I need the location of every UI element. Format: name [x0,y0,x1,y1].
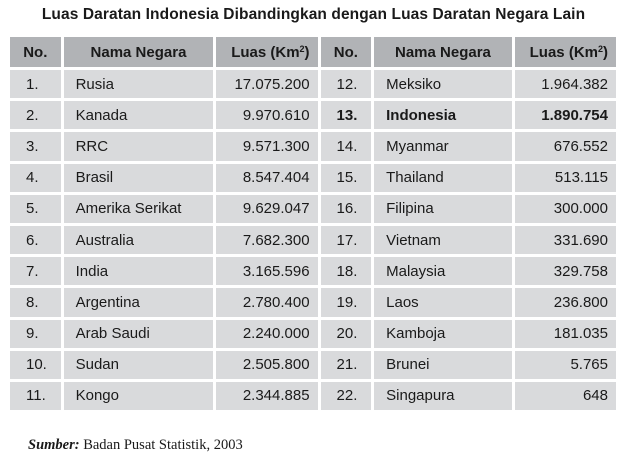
cell-no: 16. [320,194,372,223]
table-row: 8. Argentina 2.780.400 19. Laos 236.800 [10,288,616,317]
cell-country-name: Amerika Serikat [63,194,214,223]
table-row: 4. Brasil 8.547.404 15. Thailand 513.115 [10,163,616,192]
cell-area: 181.035 [514,319,616,348]
cell-country-name: Singapura [374,381,512,411]
cell-country-name: Kanada [63,101,214,130]
cell-area: 648 [514,381,616,411]
cell-area: 676.552 [514,132,616,161]
cell-no: 17. [320,225,372,255]
header-area-superscript: 2 [597,43,603,54]
header-area-label: Luas (Km [231,43,300,61]
cell-area: 329.758 [514,257,616,286]
cell-country-name: RRC [63,132,214,161]
cell-country-name: Myanmar [374,132,512,161]
cell-country-name: Laos [374,288,512,317]
table-body: 1. Rusia 17.075.200 12. Meksiko 1.964.382 2. Ka… [10,70,616,411]
cell-country-name: India [63,257,214,286]
header-name-right: Nama Negara [374,37,512,67]
table-row: 1. Rusia 17.075.200 12. Meksiko 1.964.382 [10,70,616,99]
cell-no: 6. [10,225,61,255]
header-name-left: Nama Negara [63,37,214,67]
header-row: No. Nama Negara Luas (Km2) No. Nama Nega… [10,37,616,67]
cell-no: 18. [320,257,372,286]
cell-no: 20. [320,319,372,348]
cell-area: 2.780.400 [216,288,318,317]
cell-area: 2.240.000 [216,319,318,348]
cell-no: 9. [10,319,61,348]
cell-area: 1.890.754 [514,101,616,130]
cell-country-name: Sudan [63,350,214,379]
header-area-close: ) [304,43,310,61]
country-area-table-container: No. Nama Negara Luas (Km2) No. Nama Nega… [7,34,619,422]
cell-country-name: Kongo [63,381,214,411]
table-row: 10. Sudan 2.505.800 21. Brunei 5.765 [10,350,616,379]
cell-country-name: Filipina [374,194,512,223]
cell-area: 3.165.596 [216,257,318,286]
cell-no: 8. [10,288,61,317]
header-area-close: ) [603,43,608,61]
cell-no: 19. [320,288,372,317]
cell-area: 2.505.800 [216,350,318,379]
header-area-label: Luas (Km [529,43,598,61]
cell-country-name: Kamboja [374,319,512,348]
cell-country-name: Thailand [374,163,512,192]
cell-country-name: Arab Saudi [63,319,214,348]
cell-country-name: Malaysia [374,257,512,286]
cell-area: 5.765 [514,350,616,379]
cell-area: 17.075.200 [216,70,318,99]
table-row: 7. India 3.165.596 18. Malaysia 329.758 [10,257,616,286]
cell-no: 22. [320,381,372,411]
cell-area: 9.629.047 [216,194,318,223]
cell-area: 7.682.300 [216,225,318,255]
cell-area: 9.970.610 [216,101,318,130]
cell-area: 2.344.885 [216,381,318,411]
header-no-left: No. [10,37,61,67]
country-area-table: No. Nama Negara Luas (Km2) No. Nama Nega… [7,34,619,413]
cell-country-name: Indonesia [374,101,512,130]
cell-area: 9.571.300 [216,132,318,161]
cell-country-name: Rusia [63,70,214,99]
cell-country-name: Brasil [63,163,214,192]
cell-no: 21. [320,350,372,379]
table-row: 11. Kongo 2.344.885 22. Singapura 648 [10,381,616,411]
table-row: 5. Amerika Serikat 9.629.047 16. Filipina 300… [10,194,616,223]
cell-area: 300.000 [514,194,616,223]
cell-country-name: Brunei [374,350,512,379]
cell-country-name: Meksiko [374,70,512,99]
table-row: 2. Kanada 9.970.610 13. Indonesia 1.890.754 [10,101,616,130]
cell-no: 10. [10,350,61,379]
cell-area: 513.115 [514,163,616,192]
cell-no: 2. [10,101,61,130]
cell-area: 331.690 [514,225,616,255]
cell-country-name: Australia [63,225,214,255]
cell-no: 3. [10,132,61,161]
cell-no: 7. [10,257,61,286]
source-note: Sumber: Badan Pusat Statistik, 2003 [28,437,243,454]
cell-no: 14. [320,132,372,161]
source-label: Sumber: [28,437,80,453]
header-area-right: Luas (Km2) [514,37,616,67]
cell-area: 8.547.404 [216,163,318,192]
source-text: Badan Pusat Statistik, 2003 [79,437,243,453]
cell-no: 4. [10,163,61,192]
header-area-superscript: 2 [299,43,305,54]
cell-country-name: Argentina [63,288,214,317]
table-row: 9. Arab Saudi 2.240.000 20. Kamboja 181.035 [10,319,616,348]
cell-no: 12. [320,70,372,99]
header-area-left: Luas (Km2) [216,37,318,67]
cell-no: 5. [10,194,61,223]
cell-country-name: Vietnam [374,225,512,255]
cell-area: 1.964.382 [514,70,616,99]
table-row: 3. RRC 9.571.300 14. Myanmar 676.552 [10,132,616,161]
header-no-right: No. [320,37,372,67]
table-row: 6. Australia 7.682.300 17. Vietnam 331.690 [10,225,616,255]
cell-no: 13. [320,101,372,130]
cell-area: 236.800 [514,288,616,317]
cell-no: 11. [10,381,61,411]
cell-no: 1. [10,70,61,99]
cell-no: 15. [320,163,372,192]
table-title: Luas Daratan Indonesia Dibandingkan deng… [41,6,586,23]
